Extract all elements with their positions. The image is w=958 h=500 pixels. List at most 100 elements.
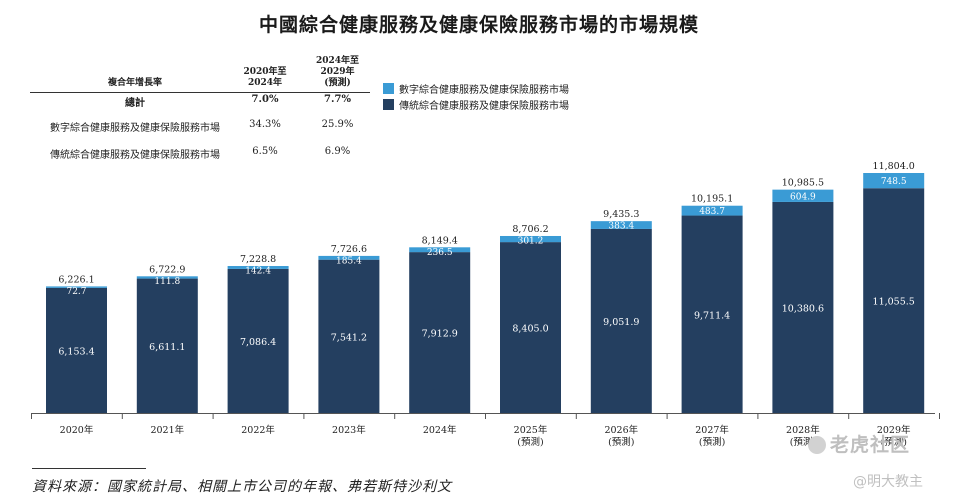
bar-label-digital: 483.7 [699, 207, 725, 217]
bar-traditional [863, 188, 925, 413]
bar-digital [409, 247, 471, 253]
x-tick-sublabel: (預測) [517, 436, 543, 448]
x-tick-label: 2020年 [60, 424, 94, 436]
watermark-brand-text: 老虎社区 [830, 434, 911, 456]
bar-total-label: 7,726.6 [331, 244, 367, 255]
cagr-col2-line3: (預測) [324, 78, 351, 88]
cagr-header-label: 複合年增長率 [107, 78, 162, 88]
bar-label-traditional: 9,051.9 [603, 317, 639, 328]
bar-label-traditional: 8,405.0 [512, 324, 548, 335]
cagr-col2-line2: 2029年 [320, 67, 355, 77]
bar-label-traditional: 10,380.6 [782, 303, 824, 314]
cagr-row-label: 傳統綜合健康服務及健康保險服務市場 [50, 150, 220, 161]
bar-digital [46, 286, 107, 288]
legend-item-traditional: 傳統綜合健康服務及健康保險服務市場 [383, 96, 569, 112]
cagr-col2-line1: 2024年至 [315, 56, 360, 66]
bar-traditional [500, 242, 561, 413]
bar-total-label: 9,435.3 [603, 209, 639, 220]
cagr-col1-header: 2020年至 2024年 [235, 67, 295, 89]
bar-label-traditional: 6,611.1 [149, 342, 185, 353]
chart-title: 中國綜合健康服務及健康保險服務市場的市場規模 [258, 14, 699, 36]
bar-traditional [227, 268, 289, 413]
bar-traditional [46, 287, 107, 413]
bar-label-digital: 142.4 [245, 267, 271, 277]
x-tick-label: 2021年 [150, 424, 184, 436]
cagr-row-value-2024-2029: 25.9% [321, 119, 354, 130]
cagr-col1-line2: 2024年 [247, 78, 283, 88]
x-tick-label: 2025年 [514, 424, 548, 436]
bar-traditional [409, 252, 471, 413]
bar-digital [318, 255, 380, 260]
x-tick-sublabel: (預測) [608, 436, 634, 448]
cagr-col2-header: 2024年至 2029年 (預測) [305, 56, 370, 89]
watermark-user: @明大教主 [853, 474, 923, 490]
x-tick-sublabel: (預測) [880, 436, 906, 448]
source-divider [32, 468, 146, 469]
bar-label-digital: 748.5 [881, 177, 907, 187]
bar-traditional [590, 228, 652, 413]
bar-total-label: 6,226.1 [58, 274, 94, 285]
bar-digital [681, 205, 743, 216]
cagr-row-total: 總計 7.0% 7.7% [30, 94, 370, 110]
tiger-logo-icon [808, 436, 826, 454]
bar-digital [227, 266, 289, 269]
x-tick-label: 2029年 [877, 424, 911, 436]
bar-total-label: 6,722.9 [149, 264, 185, 275]
bar-label-traditional: 11,055.5 [873, 297, 915, 308]
bar-label-digital: 236.5 [427, 248, 453, 258]
bar-label-digital: 383.4 [608, 222, 634, 232]
cagr-header: 複合年增長率 2020年至 2024年 2024年至 2029年 (預測) [30, 56, 370, 93]
bar-digital [500, 235, 561, 243]
cagr-row-value-2020-2024: 34.3% [249, 119, 281, 130]
watermark-brand: 老虎社区 [808, 430, 910, 457]
chart-legend: 數字綜合健康服務及健康保險服務市場 傳統綜合健康服務及健康保險服務市場 [383, 80, 569, 112]
bar-label-traditional: 7,912.9 [422, 329, 458, 340]
x-tick-sublabel: (預測) [699, 436, 725, 448]
source-note: 資料來源：國家統計局、相關上市公司的年報、弗若斯特沙利文 [32, 479, 452, 495]
cagr-row-value-2020-2024: 6.5% [252, 146, 278, 157]
cagr-row-traditional: 傳統綜合健康服務及健康保險服務市場 6.5% 6.9% [30, 146, 370, 162]
bar-traditional [681, 215, 743, 413]
cagr-row-value-2020-2024: 7.0% [251, 94, 279, 105]
cagr-col1-line1: 2020年至 [243, 67, 287, 77]
bar-traditional [772, 201, 834, 413]
bar-total-label: 7,228.8 [240, 254, 276, 265]
bar-label-digital: 72.7 [66, 287, 86, 297]
bar-total-label: 10,195.1 [691, 194, 733, 205]
x-tick-label: 2024年 [423, 424, 457, 436]
bar-label-digital: 111.8 [154, 277, 180, 287]
bar-label-digital: 185.4 [336, 256, 362, 266]
cagr-row-value-2024-2029: 7.7% [324, 94, 351, 105]
legend-label-traditional: 傳統綜合健康服務及健康保險服務市場 [399, 100, 569, 112]
bar-digital [863, 173, 925, 189]
cagr-row-label: 數字綜合健康服務及健康保險服務市場 [50, 123, 220, 134]
bar-label-digital: 604.9 [790, 192, 816, 202]
bar-total-label: 10,985.5 [782, 178, 824, 189]
legend-swatch-traditional [383, 98, 394, 110]
x-tick-label: 2023年 [332, 424, 366, 436]
cagr-row-label: 總計 [125, 98, 145, 109]
bar-traditional [318, 259, 380, 413]
bar-total-label: 11,804.0 [873, 161, 915, 172]
legend-label-digital: 數字綜合健康服務及健康保險服務市場 [399, 84, 569, 96]
x-tick-label: 2022年 [241, 424, 275, 436]
bar-total-label: 8,149.4 [422, 235, 458, 246]
legend-swatch-digital [383, 82, 394, 94]
x-tick-label: 2026年 [604, 424, 638, 436]
bar-traditional [136, 278, 198, 413]
bar-digital [136, 276, 198, 279]
bar-digital [772, 189, 834, 202]
legend-item-digital: 數字綜合健康服務及健康保險服務市場 [383, 80, 569, 96]
cagr-row-digital: 數字綜合健康服務及健康保險服務市場 34.3% 25.9% [30, 119, 370, 135]
x-tick-label: 2028年 [786, 424, 820, 436]
bar-label-digital: 301.2 [518, 236, 544, 246]
bar-label-traditional: 7,086.4 [240, 337, 276, 348]
bar-label-traditional: 7,541.2 [331, 332, 367, 343]
bar-digital [590, 221, 652, 229]
x-tick-label: 2027年 [695, 424, 729, 436]
bar-label-traditional: 6,153.4 [58, 346, 94, 357]
bar-total-label: 8,706.2 [512, 224, 548, 235]
bar-label-traditional: 9,711.4 [694, 310, 730, 321]
cagr-row-value-2024-2029: 6.9% [324, 146, 351, 157]
